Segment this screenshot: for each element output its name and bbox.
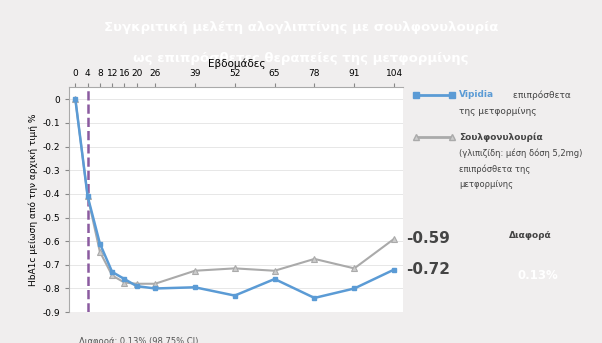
- Text: μετφορμίνης: μετφορμίνης: [459, 180, 514, 189]
- Text: Διαφορά: Διαφορά: [509, 231, 551, 240]
- Text: Συγκριτική μελέτη αλογλιπτίνης με σουλφονυλουρία: Συγκριτική μελέτη αλογλιπτίνης με σουλφο…: [104, 21, 498, 34]
- Text: ως επιπρόσθετες θεραπείες της μετφορμίνης: ως επιπρόσθετες θεραπείες της μετφορμίνη…: [133, 52, 469, 66]
- Text: επιπρόσθετα: επιπρόσθετα: [510, 90, 571, 100]
- Text: -0.72: -0.72: [406, 262, 450, 277]
- Text: -0.59: -0.59: [406, 231, 450, 246]
- Text: Vipidia: Vipidia: [459, 91, 494, 99]
- Text: Διαφορά: 0,13% (98.75% CI): Διαφορά: 0,13% (98.75% CI): [79, 337, 199, 343]
- X-axis label: Εβδομάδες: Εβδομάδες: [208, 58, 265, 69]
- Text: της μετφορμίνης: της μετφορμίνης: [459, 107, 537, 116]
- Y-axis label: HbA1c μείωση από την αρχική τιμή %: HbA1c μείωση από την αρχική τιμή %: [29, 114, 39, 286]
- Text: επιπρόσθετα της: επιπρόσθετα της: [459, 164, 530, 174]
- Text: 0.13%: 0.13%: [517, 269, 558, 282]
- Text: Σουλφονυλουρία: Σουλφονυλουρία: [459, 132, 543, 142]
- Text: (γλιπιζίδη: μέση δόση 5,2mg): (γλιπιζίδη: μέση δόση 5,2mg): [459, 149, 583, 158]
